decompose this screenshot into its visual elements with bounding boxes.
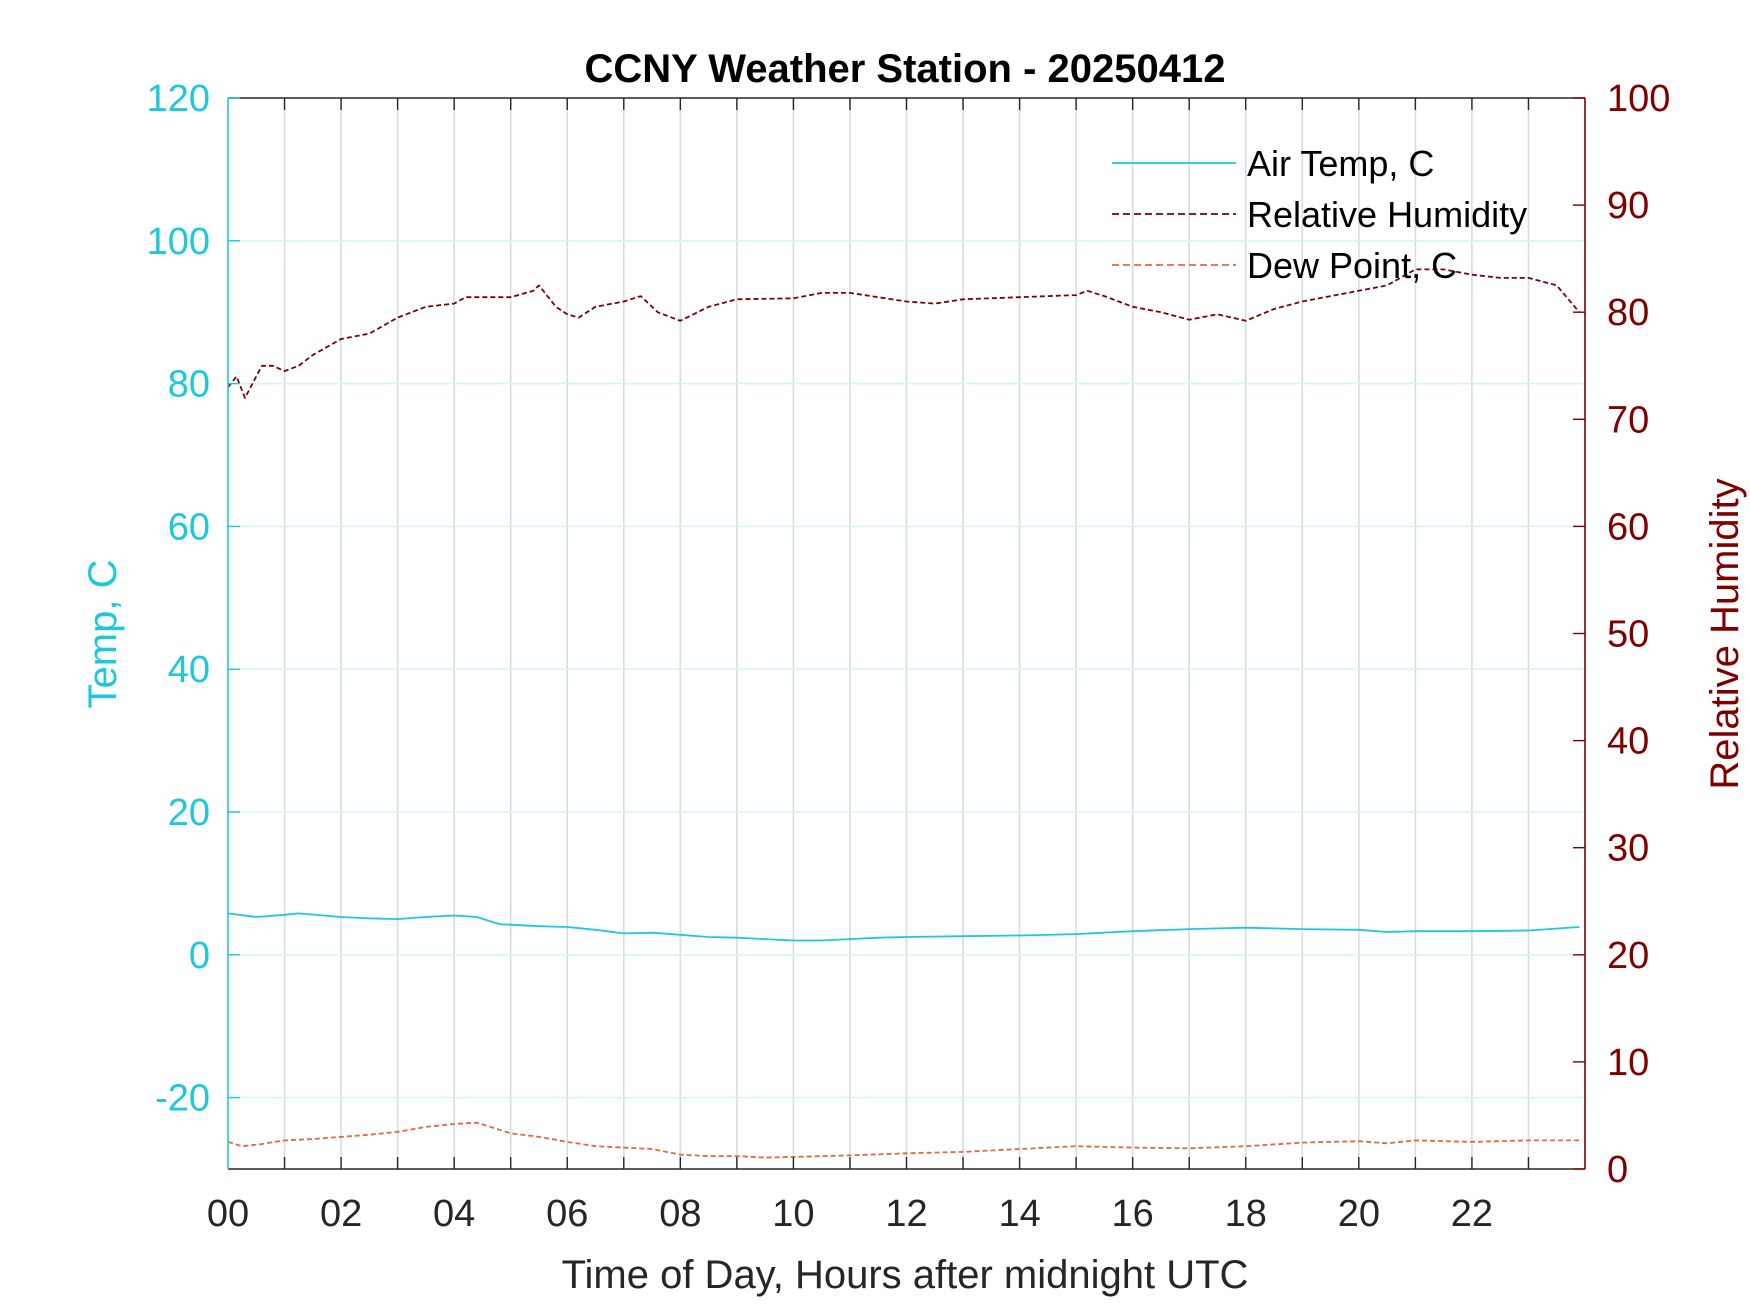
x-tick-label: 20 — [1338, 1193, 1380, 1235]
y-left-tick-label: 60 — [168, 506, 210, 548]
x-tick-label: 10 — [772, 1193, 814, 1235]
x-tick-label: 00 — [207, 1193, 249, 1235]
y-left-tick-label: -20 — [155, 1078, 210, 1120]
y-right-tick-label: 10 — [1607, 1042, 1649, 1084]
series-line-air-temp-c — [227, 912, 1580, 942]
y-left-tick-label: 20 — [168, 792, 210, 834]
y-right-tick-label: 70 — [1607, 399, 1649, 441]
y-left-tick-label: 0 — [189, 935, 210, 977]
y-right-tick-label: 30 — [1607, 828, 1649, 870]
x-tick-label: 16 — [1112, 1193, 1154, 1235]
series-lines — [227, 268, 1580, 1159]
y-right-tick-label: 40 — [1607, 721, 1649, 763]
y-left-tick-label: 80 — [168, 364, 210, 406]
y-right-tick-label: 100 — [1607, 78, 1670, 120]
series-line-relative-humidity — [227, 268, 1580, 399]
legend-label: Dew Point, C — [1247, 245, 1457, 286]
x-axis-label: Time of Day, Hours after midnight UTC — [562, 1253, 1249, 1297]
y-left-tick-label: 40 — [168, 649, 210, 691]
series-line-dew-point-c — [227, 1121, 1580, 1159]
chart-title: CCNY Weather Station - 20250412 — [585, 47, 1226, 91]
x-tick-label: 18 — [1225, 1193, 1267, 1235]
y-right-tick-label: 80 — [1607, 292, 1649, 334]
x-tick-label: 14 — [998, 1193, 1040, 1235]
y-left-tick-label: 100 — [147, 221, 210, 263]
legend-label: Air Temp, C — [1247, 143, 1434, 184]
y-left-tick-label: 120 — [147, 78, 210, 120]
legend-label: Relative Humidity — [1247, 194, 1527, 235]
y-right-tick-label: 50 — [1607, 614, 1649, 656]
y-right-tick-label: 90 — [1607, 185, 1649, 227]
x-tick-label: 08 — [659, 1193, 701, 1235]
x-tick-label: 12 — [885, 1193, 927, 1235]
axes — [227, 97, 1586, 1170]
y-right-tick-label: 0 — [1607, 1149, 1628, 1191]
legend: Air Temp, C Relative Humidity Dew Point, C — [1112, 143, 1527, 286]
x-tick-label: 02 — [320, 1193, 362, 1235]
tick-labels: 00 02 04 06 08 10 12 14 16 18 20 22-200204060801001… — [147, 78, 1671, 1235]
x-tick-label: 22 — [1451, 1193, 1493, 1235]
x-tick-label: 04 — [433, 1193, 475, 1235]
y-right-tick-label: 20 — [1607, 935, 1649, 977]
right-y-axis-label: Relative Humidity — [1703, 478, 1747, 789]
y-right-tick-label: 60 — [1607, 506, 1649, 548]
x-tick-label: 06 — [546, 1193, 588, 1235]
grid — [228, 98, 1585, 1169]
left-y-axis-label: Temp, C — [81, 560, 125, 709]
